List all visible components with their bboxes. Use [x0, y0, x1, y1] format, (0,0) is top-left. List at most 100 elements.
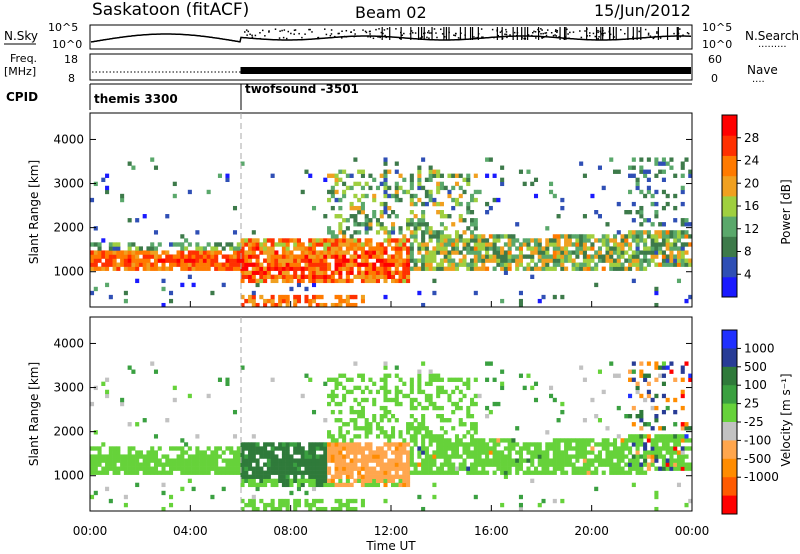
- velocity-cell: [338, 450, 343, 455]
- velocity-cell: [383, 470, 388, 475]
- velocity-cell: [300, 474, 305, 479]
- velocity-cell: [454, 385, 460, 391]
- velocity-cell: [628, 393, 633, 399]
- power-cell: [556, 258, 561, 263]
- power-cell: [413, 222, 418, 227]
- velocity-cell: [567, 446, 572, 451]
- power-cell: [560, 262, 565, 267]
- power-cell: [421, 234, 426, 239]
- velocity-cell: [394, 397, 399, 403]
- velocity-cell: [624, 446, 629, 451]
- power-cell: [688, 173, 693, 178]
- power-cell: [541, 246, 546, 251]
- velocity-cell: [330, 389, 335, 395]
- velocity-cell: [263, 474, 268, 479]
- power-cell: [255, 238, 260, 243]
- power-cell: [345, 185, 350, 191]
- power-cell: [421, 222, 426, 227]
- velocity-cell: [409, 458, 414, 463]
- velocity-cell: [169, 470, 174, 475]
- sky-search-dot: [647, 34, 650, 36]
- power-cell: [304, 274, 309, 280]
- velocity-cell: [180, 458, 185, 463]
- power-cell: [342, 181, 347, 187]
- power-cell: [620, 262, 625, 267]
- power-cell: [244, 274, 249, 280]
- velocity-cell: [507, 450, 512, 455]
- power-cell: [289, 238, 294, 243]
- sky-search-dot: [350, 31, 352, 33]
- velocity-cell: [202, 454, 207, 459]
- power-cell: [172, 193, 177, 199]
- velocity-cell: [360, 474, 365, 479]
- power-cell: [424, 226, 429, 231]
- velocity-cell: [270, 482, 275, 488]
- power-cell: [421, 258, 426, 263]
- velocity-cell: [349, 470, 354, 475]
- power-cell: [311, 278, 317, 284]
- power-cell: [379, 254, 384, 259]
- power-cell: [187, 274, 192, 280]
- velocity-cell: [383, 373, 388, 378]
- velocity-cell: [195, 462, 200, 467]
- velocity-cell: [214, 446, 219, 451]
- power-cell: [338, 302, 343, 308]
- power-cell: [680, 246, 685, 251]
- power-cell: [349, 201, 354, 207]
- velocity-cell: [379, 470, 384, 475]
- velocity-cell: [552, 397, 557, 403]
- velocity-cell: [470, 470, 475, 475]
- velocity-cell: [451, 389, 456, 395]
- velocity-cell: [481, 462, 486, 467]
- velocity-cell: [511, 446, 516, 451]
- velocity-cell: [372, 466, 377, 471]
- power-cell: [364, 238, 369, 243]
- velocity-cell: [300, 458, 305, 463]
- velocity-cell: [586, 442, 591, 447]
- velocity-cell: [248, 478, 253, 484]
- power-cell: [135, 258, 140, 263]
- velocity-cell: [210, 494, 215, 500]
- velocity-cell: [564, 454, 569, 459]
- velocity-cell: [360, 405, 365, 411]
- velocity-cell: [334, 438, 339, 443]
- power-cell: [605, 222, 610, 227]
- power-cell: [601, 185, 606, 191]
- velocity-cell: [564, 458, 569, 463]
- velocity-cell: [413, 466, 418, 471]
- power-cell: [255, 270, 260, 275]
- power-cell: [458, 214, 463, 219]
- velocity-cell: [289, 462, 294, 467]
- velocity-cell: [105, 377, 110, 382]
- power-cell: [500, 250, 505, 255]
- velocity-cell: [101, 454, 106, 459]
- velocity-cell: [105, 458, 110, 463]
- velocity-cell: [334, 458, 339, 463]
- velocity-cell: [353, 454, 358, 459]
- power-cell: [628, 254, 633, 259]
- power-cell: [387, 205, 392, 211]
- velocity-cell: [620, 454, 625, 459]
- velocity-cell: [187, 458, 192, 463]
- velocity-cell: [259, 450, 264, 455]
- velocity-cell: [571, 466, 576, 471]
- velocity-cell: [654, 490, 659, 496]
- power-cell: [612, 242, 618, 247]
- power-cell: [101, 266, 106, 271]
- power-cell: [526, 169, 531, 174]
- power-cell: [579, 238, 584, 243]
- power-cell: [658, 246, 663, 251]
- velocity-cell: [616, 405, 621, 411]
- velocity-cell: [270, 502, 275, 508]
- velocity-cell: [428, 438, 433, 443]
- power-cell: [112, 246, 117, 251]
- sky-search-dot: [367, 35, 369, 38]
- power-cell: [417, 185, 422, 191]
- power-cell: [571, 242, 576, 247]
- power-cell: [180, 266, 185, 271]
- velocity-cell: [187, 446, 192, 451]
- power-cell: [635, 258, 640, 263]
- power-cell: [507, 266, 512, 271]
- power-cell: [311, 270, 317, 275]
- power-cell: [673, 246, 678, 251]
